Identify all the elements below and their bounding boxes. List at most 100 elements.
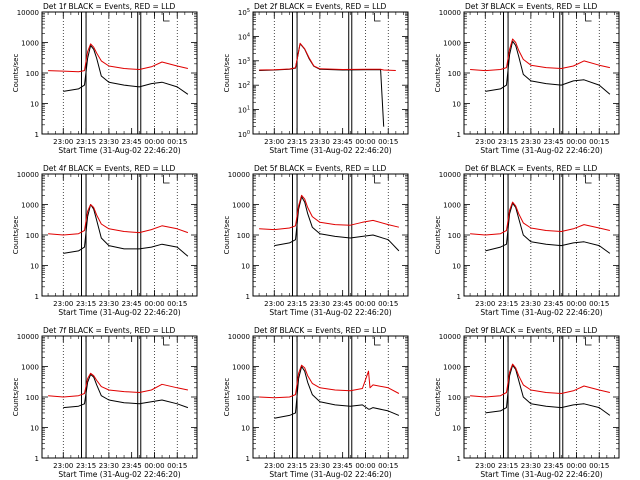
y-tick-label: 100 xyxy=(448,232,461,240)
y-tick-label: 10000 xyxy=(228,171,250,179)
x-axis-title: Start Time (31-Aug-02 22:46:20) xyxy=(58,308,180,317)
events-series-line xyxy=(274,196,400,252)
x-tick-label: 23:00 xyxy=(475,300,495,308)
x-axis-title: Start Time (31-Aug-02 22:46:20) xyxy=(269,146,391,155)
y-tick-label: 100 xyxy=(237,394,250,402)
x-tick-label: 23:15 xyxy=(287,300,307,308)
bracket-mark xyxy=(374,13,381,22)
x-tick-label: 00:00 xyxy=(144,138,164,146)
x-tick-label: 00:15 xyxy=(378,300,398,308)
x-tick-label: 00:15 xyxy=(589,138,609,146)
y-axis-title: Counts/sec xyxy=(223,216,231,255)
x-axis-title: Start Time (31-Aug-02 22:46:20) xyxy=(269,470,391,479)
x-tick-label: 23:30 xyxy=(310,462,330,470)
panel-8: Det 8f BLACK = Events, RED = LLD 1 10 100 10… xyxy=(223,326,409,479)
x-tick-label: 23:30 xyxy=(310,138,330,146)
x-tick-label: 00:15 xyxy=(167,462,187,470)
y-tick-label: 101 xyxy=(238,106,250,115)
x-axis-title: Start Time (31-Aug-02 22:46:20) xyxy=(58,146,180,155)
y-tick-label: 10 xyxy=(30,263,39,271)
x-axis-title: Start Time (31-Aug-02 22:46:20) xyxy=(480,470,602,479)
plot-frame xyxy=(252,173,409,297)
x-tick-label: 23:15 xyxy=(287,462,307,470)
x-tick-label: 23:15 xyxy=(498,138,518,146)
y-tick-label: 1 xyxy=(457,455,461,463)
bracket-mark xyxy=(374,175,381,184)
x-tick-label: 00:00 xyxy=(566,300,586,308)
x-tick-label: 00:00 xyxy=(355,138,375,146)
x-tick-label: 00:00 xyxy=(566,462,586,470)
y-tick-label: 1 xyxy=(457,293,461,301)
x-axis-title: Start Time (31-Aug-02 22:46:20) xyxy=(58,470,180,479)
x-tick-label: 00:15 xyxy=(167,138,187,146)
events-series-line xyxy=(485,364,611,416)
events-series-line xyxy=(485,40,611,95)
bracket-mark xyxy=(163,175,170,184)
panel-7: Det 7f BLACK = Events, RED = LLD 1 10 100 10… xyxy=(12,326,198,479)
y-tick-label: 10000 xyxy=(439,171,461,179)
y-tick-label: 100 xyxy=(26,394,39,402)
bracket-mark xyxy=(374,337,381,346)
x-tick-label: 23:00 xyxy=(264,138,284,146)
x-tick-label: 23:15 xyxy=(76,138,96,146)
panel-4: Det 4f BLACK = Events, RED = LLD 1 10 100 10… xyxy=(12,164,198,317)
y-tick-label: 104 xyxy=(238,32,250,41)
y-tick-label: 10 xyxy=(241,425,250,433)
x-tick-label: 00:15 xyxy=(589,462,609,470)
panel-2: Det 2f BLACK = Events, RED = LLD 100 101 10… xyxy=(223,2,409,155)
lld-series-line xyxy=(259,364,400,399)
y-tick-label: 10 xyxy=(452,263,461,271)
x-tick-label: 23:00 xyxy=(53,300,73,308)
x-tick-label: 23:00 xyxy=(264,462,284,470)
y-axis-title: Counts/sec xyxy=(223,378,231,417)
x-tick-label: 23:45 xyxy=(122,462,142,470)
events-series-line xyxy=(274,366,400,419)
x-tick-label: 23:30 xyxy=(521,462,541,470)
bracket-mark xyxy=(163,337,170,346)
bracket-mark xyxy=(585,175,592,184)
y-axis-title: Counts/sec xyxy=(223,54,231,93)
panel-9: Det 9f BLACK = Events, RED = LLD 1 10 100 10… xyxy=(434,326,620,479)
panel-5: Det 5f BLACK = Events, RED = LLD 1 10 100 10… xyxy=(223,164,409,317)
y-tick-label: 100 xyxy=(448,394,461,402)
panel-title: Det 5f BLACK = Events, RED = LLD xyxy=(254,164,387,173)
panel-title: Det 6f BLACK = Events, RED = LLD xyxy=(465,164,598,173)
y-tick-label: 1 xyxy=(35,131,39,139)
lld-series-line xyxy=(48,43,189,73)
x-tick-label: 00:15 xyxy=(378,138,398,146)
y-tick-label: 103 xyxy=(238,57,250,66)
events-series-line xyxy=(63,373,189,409)
x-tick-label: 00:00 xyxy=(144,300,164,308)
y-tick-label: 10 xyxy=(30,101,39,109)
plot-frame xyxy=(463,11,620,135)
panel-title: Det 7f BLACK = Events, RED = LLD xyxy=(43,326,176,335)
x-tick-label: 23:45 xyxy=(333,462,353,470)
bracket-mark xyxy=(585,337,592,346)
x-tick-label: 23:45 xyxy=(122,300,142,308)
y-axis-title: Counts/sec xyxy=(12,54,20,93)
panel-title: Det 3f BLACK = Events, RED = LLD xyxy=(465,2,598,11)
y-tick-label: 102 xyxy=(238,81,250,90)
y-tick-label: 1000 xyxy=(21,40,39,48)
panel-title: Det 4f BLACK = Events, RED = LLD xyxy=(43,164,176,173)
y-axis-title: Counts/sec xyxy=(434,216,442,255)
panel-1: Det 1f BLACK = Events, RED = LLD 1 10 100 10… xyxy=(12,2,198,155)
y-tick-label: 1 xyxy=(246,455,250,463)
x-tick-label: 00:00 xyxy=(566,138,586,146)
panel-3: Det 3f BLACK = Events, RED = LLD 1 10 100 10… xyxy=(434,2,620,155)
y-axis-title: Counts/sec xyxy=(12,378,20,417)
x-tick-label: 23:15 xyxy=(498,462,518,470)
x-tick-label: 00:00 xyxy=(144,462,164,470)
x-tick-label: 23:30 xyxy=(99,300,119,308)
y-tick-label: 1000 xyxy=(443,202,461,210)
y-tick-label: 100 xyxy=(238,130,250,139)
y-tick-label: 100 xyxy=(26,70,39,78)
x-tick-label: 23:15 xyxy=(498,300,518,308)
x-tick-label: 23:00 xyxy=(53,138,73,146)
y-tick-label: 10 xyxy=(452,101,461,109)
y-tick-label: 1000 xyxy=(21,202,39,210)
y-tick-label: 10000 xyxy=(17,9,39,17)
lld-series-line xyxy=(259,194,400,231)
bracket-mark xyxy=(163,13,170,22)
